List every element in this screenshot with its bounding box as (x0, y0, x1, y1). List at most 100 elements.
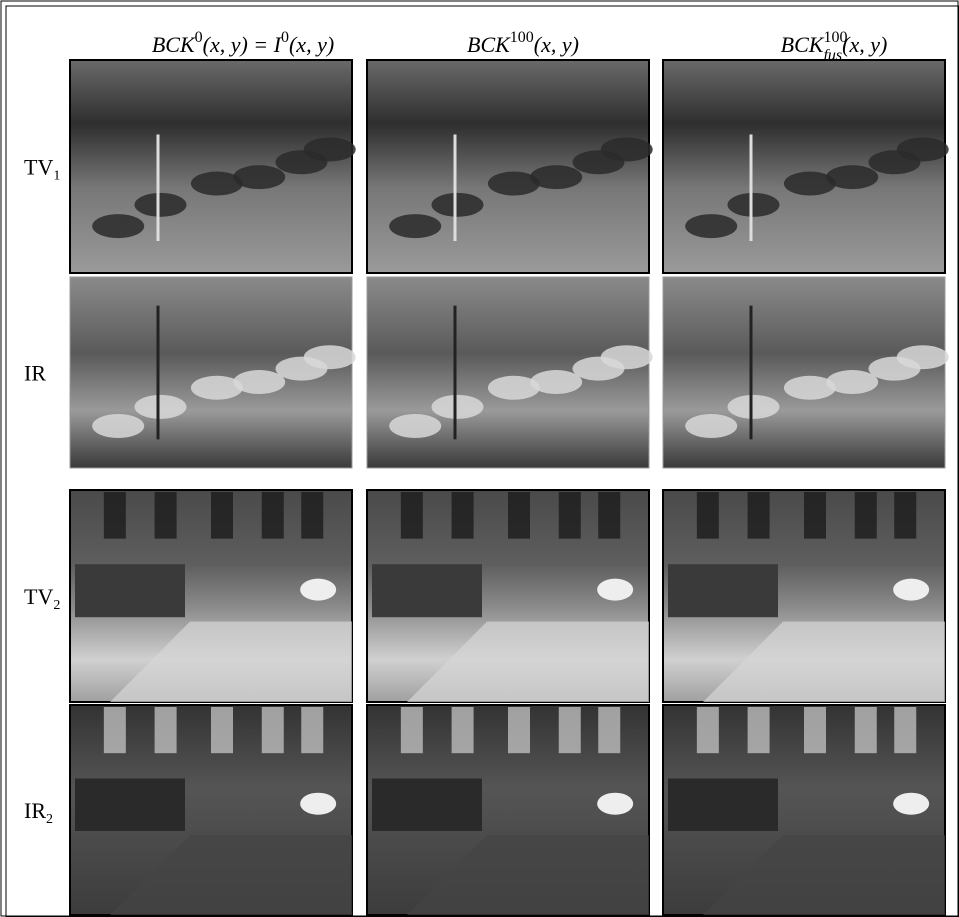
header-segment: 100 (510, 29, 534, 46)
car (601, 137, 653, 161)
image-panel (367, 60, 653, 273)
row-label-text: TV (24, 155, 53, 180)
window (262, 492, 284, 539)
car (92, 214, 144, 238)
car (135, 193, 187, 217)
car (897, 345, 949, 369)
row-label-subscript: 2 (46, 812, 53, 827)
building (75, 779, 185, 832)
car (389, 214, 441, 238)
building (668, 564, 778, 617)
image-panel (70, 705, 352, 915)
row-label-subscript: 1 (53, 169, 60, 184)
window (559, 707, 581, 753)
window (697, 707, 719, 753)
window (155, 492, 177, 539)
window (155, 707, 177, 753)
car (897, 137, 949, 161)
row-label: IR (24, 361, 46, 386)
car (728, 395, 780, 419)
window (104, 707, 126, 753)
header-segment: BCK (781, 32, 825, 57)
image-panel (663, 490, 945, 702)
image-panel (663, 60, 949, 273)
row-label-text: IR (24, 361, 46, 386)
image-panel (70, 277, 356, 468)
car (432, 395, 484, 419)
vehicle (597, 793, 633, 815)
row-label: IR2 (24, 798, 53, 827)
window (401, 707, 423, 753)
window (894, 707, 916, 753)
car (233, 165, 285, 189)
image-panel (367, 490, 649, 702)
header-segment: 0 (281, 29, 289, 46)
car (304, 345, 356, 369)
car (685, 214, 737, 238)
building (372, 779, 482, 832)
vehicle (893, 579, 929, 601)
header-segment: (x, y) (534, 32, 579, 57)
window (508, 492, 530, 539)
window (804, 707, 826, 753)
row-label: TV1 (24, 155, 60, 184)
car (728, 193, 780, 217)
header-segment: (x, y) (842, 32, 887, 57)
header-segment: BCK (467, 32, 511, 57)
window (598, 492, 620, 539)
row-label-text: IR (24, 798, 46, 823)
window (104, 492, 126, 539)
car (389, 414, 441, 438)
window (452, 492, 474, 539)
vehicle (300, 793, 336, 815)
window (301, 492, 323, 539)
image-panel (70, 60, 356, 273)
image-panel (367, 705, 649, 915)
window (211, 492, 233, 539)
car (826, 165, 878, 189)
building (372, 564, 482, 617)
window (748, 707, 770, 753)
header-segment: (x, y) (289, 32, 334, 57)
column-header: BCK100(x, y) (467, 29, 579, 57)
row-label: TV2 (24, 584, 60, 613)
car (233, 370, 285, 394)
vehicle (300, 579, 336, 601)
car (601, 345, 653, 369)
window (211, 707, 233, 753)
window (262, 707, 284, 753)
vehicle (893, 793, 929, 815)
car (826, 370, 878, 394)
image-panel (367, 277, 653, 468)
figure: BCK0(x, y) = I0(x, y)BCK100(x, y)BCK100f… (0, 0, 959, 917)
window (598, 707, 620, 753)
window (855, 492, 877, 539)
building (75, 564, 185, 617)
image-panel (70, 490, 352, 702)
car (530, 370, 582, 394)
window (559, 492, 581, 539)
image-panel (663, 277, 949, 468)
window (697, 492, 719, 539)
header-segment: (x, y) = (203, 32, 274, 57)
header-segment: BCK (152, 32, 196, 57)
car (135, 395, 187, 419)
building (668, 779, 778, 832)
window (894, 492, 916, 539)
window (401, 492, 423, 539)
car (432, 193, 484, 217)
window (452, 707, 474, 753)
window (748, 492, 770, 539)
window (855, 707, 877, 753)
header-segment: 0 (195, 29, 203, 46)
row-label-subscript: 2 (53, 598, 60, 613)
car (92, 414, 144, 438)
vehicle (597, 579, 633, 601)
window (301, 707, 323, 753)
window (508, 707, 530, 753)
row-label-text: TV (24, 584, 53, 609)
car (304, 137, 356, 161)
window (804, 492, 826, 539)
car (685, 414, 737, 438)
